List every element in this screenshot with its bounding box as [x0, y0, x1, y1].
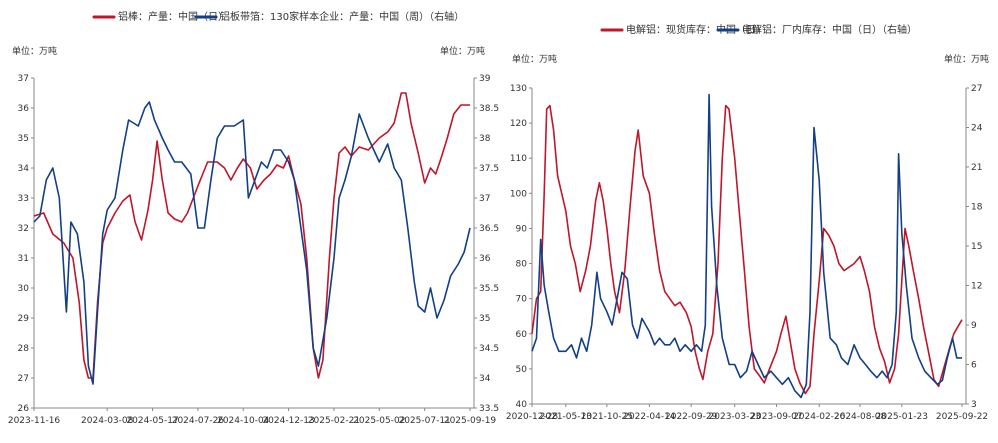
chart-electrolytic-aluminum-inventory: 电解铝：现货库存：中国（日）电解铝：厂内库存：中国（日）（右轴） 单位：万吨 单位：…: [506, 23, 989, 422]
y-right-tick-label: 36: [479, 254, 491, 264]
x-tick-label: 2025-09-19: [444, 416, 497, 426]
x-tick-label: 2024-02-26: [793, 412, 846, 422]
x-tick-label: 2022-09-29: [665, 412, 718, 422]
x-tick-label: 2024-05-17: [126, 416, 178, 426]
y-right-tick-label: 38: [479, 134, 491, 144]
x-tick-label: 2025-09-22: [936, 412, 988, 422]
y-right-tick-label: 35: [479, 314, 490, 324]
y-left-tick-label: 37: [18, 74, 29, 84]
y-right-tick-label: 18: [971, 203, 983, 213]
legend-label: 电解铝：现货库存：中国（日）: [626, 23, 766, 36]
x-tick-label: 2024-07-26: [172, 416, 225, 426]
x-tick-label: 2023-09-07: [750, 412, 802, 422]
y-right-unit: 单位：万吨: [440, 45, 485, 57]
series-line-left-axis: [531, 104, 963, 395]
y-left-tick-label: 35: [18, 134, 29, 144]
y-right-tick-label: 37: [479, 194, 490, 204]
y-right-tick-label: 33.5: [479, 404, 499, 414]
y-right-tick-label: 15: [971, 242, 982, 252]
x-tick-label: 2023-03-23: [709, 412, 761, 422]
y-left-tick-label: 80: [516, 260, 528, 270]
y-left-tick-label: 28: [18, 344, 30, 354]
y-left-unit: 单位：万吨: [12, 45, 57, 57]
y-right-tick-label: 24: [971, 124, 983, 134]
x-tick-label: 2022-04-14: [623, 412, 676, 422]
y-right-tick-label: 9: [971, 321, 977, 331]
y-left-tick-label: 70: [516, 295, 528, 305]
y-right-tick-label: 39: [479, 74, 491, 84]
y-left-unit: 单位：万吨: [512, 53, 557, 65]
x-tick-label: 2025-01-23: [876, 412, 928, 422]
chart-aluminum-rod-vs-sheet-output: 铝棒：产量：中国（日）铝板带箔：130家样本企业：产量：中国（周）（右轴） 单位：…: [8, 10, 499, 426]
y-right-tick-label: 36.5: [479, 224, 499, 234]
y-right-tick-label: 3: [971, 400, 977, 410]
x-tick-label: 2025-05-02: [353, 416, 405, 426]
series-line-right-axis: [33, 101, 471, 385]
x-tick-label: 2024-03-08: [81, 416, 134, 426]
y-left-tick-label: 40: [516, 400, 528, 410]
series-line-right-axis: [531, 93, 962, 399]
x-tick-label: 2020-12-28: [506, 412, 559, 422]
y-right-tick-label: 38.5: [479, 104, 499, 114]
y-left-tick-label: 26: [18, 404, 30, 414]
y-right-tick-label: 21: [971, 163, 982, 173]
y-right-tick-label: 12: [971, 282, 982, 292]
y-right-tick-label: 35.5: [479, 284, 499, 294]
y-right-tick-label: 34.5: [479, 344, 499, 354]
legend-label: 电解铝：厂内库存：中国（日）（右轴）: [742, 23, 917, 36]
y-right-tick-label: 27: [971, 84, 982, 94]
x-tick-label: 2024-12-13: [262, 416, 314, 426]
y-left-tick-label: 36: [18, 104, 30, 114]
y-left-tick-label: 130: [510, 84, 527, 94]
x-tick-label: 2021-05-13: [540, 412, 592, 422]
y-right-tick-label: 37.5: [479, 164, 499, 174]
y-right-tick-label: 34: [479, 374, 491, 384]
y-left-tick-label: 60: [516, 330, 528, 340]
y-left-tick-label: 50: [516, 365, 528, 375]
y-left-tick-label: 31: [18, 254, 29, 264]
y-right-tick-label: 6: [971, 361, 977, 371]
legend-label: 铝板带箔：130家样本企业：产量：中国（周）（右轴）: [220, 10, 464, 23]
y-left-tick-label: 110: [510, 154, 527, 164]
x-tick-label: 2024-08-08: [834, 412, 887, 422]
y-left-tick-label: 33: [18, 194, 29, 204]
y-left-tick-label: 90: [516, 224, 528, 234]
y-left-tick-label: 34: [18, 164, 30, 174]
y-left-tick-label: 29: [18, 314, 30, 324]
y-left-tick-label: 120: [510, 119, 527, 129]
y-left-tick-label: 32: [18, 224, 29, 234]
x-tick-label: 2025-07-11: [398, 416, 450, 426]
y-right-unit: 单位：万吨: [944, 53, 989, 65]
y-left-tick-label: 30: [18, 284, 30, 294]
x-tick-label: 2021-10-25: [581, 412, 633, 422]
legend-label: 铝棒：产量：中国（日）: [118, 10, 228, 23]
y-left-tick-label: 100: [510, 189, 527, 199]
x-tick-label: 2024-10-04: [217, 416, 270, 426]
x-tick-label: 2023-11-16: [8, 416, 61, 426]
x-tick-label: 2025-02-21: [308, 416, 360, 426]
y-left-tick-label: 27: [18, 374, 29, 384]
series-line-left-axis: [33, 92, 470, 379]
